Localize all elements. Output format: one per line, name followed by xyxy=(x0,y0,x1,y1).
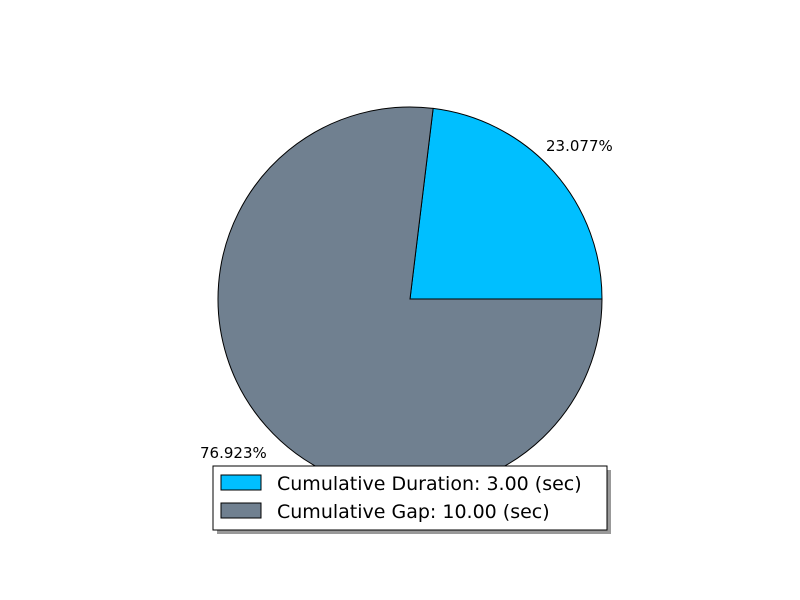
pie-slice-duration xyxy=(409,107,603,300)
legend-swatch-gap xyxy=(220,502,262,519)
legend-label-gap: Cumulative Gap: 10.00 (sec) xyxy=(277,501,550,523)
pie-slices xyxy=(217,106,603,492)
legend-label-duration: Cumulative Duration: 3.00 (sec) xyxy=(277,473,582,495)
pie-slice-gap xyxy=(217,106,603,492)
percent-label-gap: 76.923% xyxy=(200,444,267,462)
legend: Cumulative Duration: 3.00 (sec) Cumulati… xyxy=(212,465,611,534)
pie-percent-labels: 23.077% 76.923% xyxy=(200,137,613,462)
percent-label-duration: 23.077% xyxy=(546,137,613,155)
legend-swatch-duration xyxy=(220,474,262,491)
legend-frame xyxy=(212,465,608,531)
